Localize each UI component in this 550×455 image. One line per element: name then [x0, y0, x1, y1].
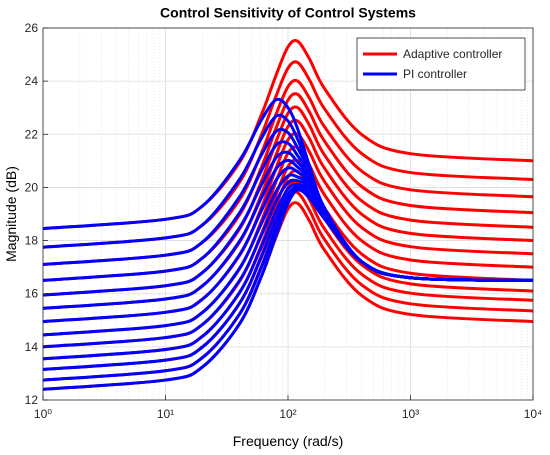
y-tick-label: 12 [25, 393, 39, 407]
y-tick-label: 16 [25, 287, 39, 301]
plot-lines [42, 39, 534, 391]
legend-label: PI controller [403, 67, 467, 81]
axes: 10⁰ 10¹ 10² 10³ 10⁴ 12 14 16 18 20 22 24 26 [25, 21, 543, 421]
x-tick-label: 10¹ [157, 407, 174, 421]
y-tick-label: 14 [25, 340, 39, 354]
x-axis-label: Frequency (rad/s) [233, 433, 343, 449]
plot-frame [42, 27, 534, 401]
y-tick-label: 24 [25, 74, 39, 88]
y-tick-label: 22 [25, 127, 39, 141]
legend-label: Adaptive controller [403, 47, 502, 61]
y-tick-label: 26 [25, 21, 39, 35]
x-tick-label: 10⁴ [524, 407, 543, 421]
y-tick-label: 18 [25, 234, 39, 248]
curve [42, 97, 534, 282]
y-axis-label: Magnitude (dB) [3, 166, 19, 262]
y-tick-label: 20 [25, 180, 39, 194]
x-tick-label: 10⁰ [34, 407, 52, 421]
chart-title: Control Sensitivity of Control Systems [160, 5, 416, 21]
x-tick-label: 10² [279, 407, 296, 421]
legend: Adaptive controller PI controller [356, 37, 526, 91]
x-tick-label: 10³ [402, 407, 419, 421]
legend-box [356, 37, 526, 91]
